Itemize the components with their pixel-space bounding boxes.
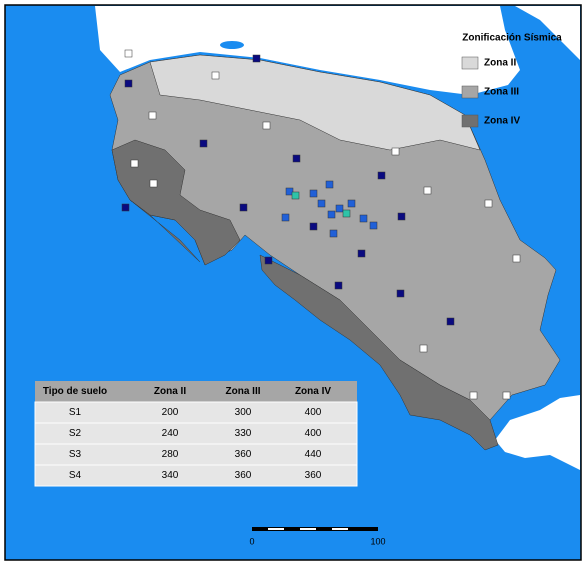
station [419,344,428,353]
table-cell: 360 [235,449,252,460]
station [512,254,521,263]
zona-ii [149,54,481,151]
legend-label: Zona III [484,87,519,98]
nicaragua [95,6,520,95]
scale-label: 0 [249,536,254,546]
table-cell: 280 [162,449,179,460]
legend-swatch [461,85,479,99]
station [377,171,386,180]
table-cell: S3 [69,449,82,460]
scale-bar-seg [300,528,316,530]
legend-label: Zona IV [484,116,520,127]
lake [220,41,244,49]
scale-label: 100 [370,536,385,546]
table-cell: 360 [235,470,252,481]
table-cell: 400 [305,407,322,418]
station [211,71,220,80]
station [469,391,478,400]
station [121,203,130,212]
station [334,281,343,290]
station [327,210,336,219]
station [357,249,366,258]
station [262,121,271,130]
station [148,111,157,120]
table-header: Tipo de suelo [43,386,107,397]
station [397,212,406,221]
zona-iv-sur [259,254,499,451]
legend-label: Zona II [484,58,516,69]
station [347,199,356,208]
station [446,317,455,326]
table-cell: 340 [162,470,179,481]
station [335,204,344,213]
station [124,79,133,88]
table-cell: 200 [162,407,179,418]
table-header-bg [35,381,357,402]
station [252,54,261,63]
station [502,391,511,400]
station [484,199,493,208]
panama [495,395,580,470]
table-cell: S2 [69,428,82,439]
table-cell: 300 [235,407,252,418]
station [281,213,290,222]
station [199,139,208,148]
scale-bar-seg [268,528,284,530]
table-cell: 330 [235,428,252,439]
table-row-bg [34,464,358,487]
station [309,222,318,231]
legend-swatch [461,114,479,128]
station [239,203,248,212]
table-cell: 440 [305,449,322,460]
station [329,229,338,238]
station [264,256,273,265]
table-header: Zona III [226,386,261,397]
station [342,209,351,218]
station [285,187,294,196]
table-cell: 360 [305,470,322,481]
table-cell: S1 [69,407,82,418]
table-header: Zona IV [295,386,331,397]
station [124,49,133,58]
table-cell: S4 [69,470,82,481]
station [309,189,318,198]
station [149,179,158,188]
legend-swatch [461,56,479,70]
scale-bar-seg [332,528,348,530]
station [423,186,432,195]
station [359,214,368,223]
station [130,159,139,168]
station [325,180,334,189]
table-cell: 240 [162,428,179,439]
table-cell: 400 [305,428,322,439]
legend-title: Zonificación Sísmica [462,33,562,44]
station [317,199,326,208]
stations [121,49,521,400]
zona-iv-edge [129,199,201,263]
station [292,154,301,163]
table-header: Zona II [154,386,186,397]
station [396,289,405,298]
station [369,221,378,230]
land-ne [515,6,580,60]
station [291,191,300,200]
station [391,147,400,156]
